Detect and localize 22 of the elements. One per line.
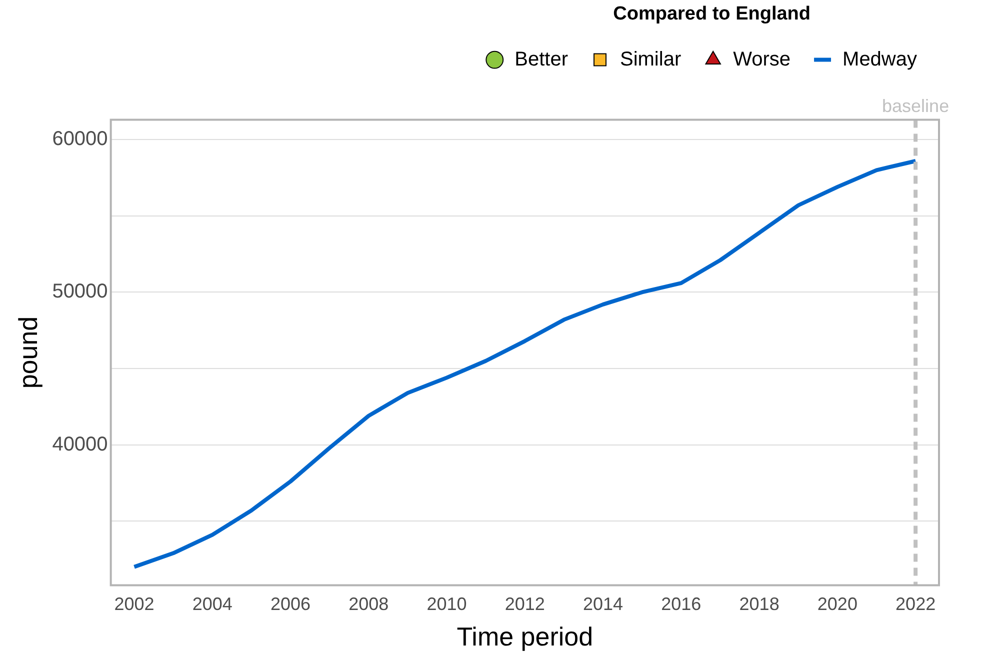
x-tick-label: 2012 [504,594,545,614]
y-axis-title: pound [12,316,43,389]
x-tick-label: 2020 [817,594,858,614]
x-tick-label: 2018 [739,594,780,614]
x-tick-label: 2004 [192,594,232,614]
legend-label: Worse [733,48,791,70]
legend-label: Better [514,48,568,70]
x-tick-label: 2022 [896,594,936,614]
x-tick-label: 2016 [661,594,702,614]
legend-label: Medway [842,48,918,70]
x-axis-title: Time period [456,622,594,652]
legend-label: Similar [620,48,682,70]
y-tick-label: 60000 [52,128,108,150]
x-tick-label: 2014 [583,594,624,614]
x-tick-label: 2002 [114,594,154,614]
ref-line-label: baseline [882,96,950,116]
legend-title: Compared to England [613,4,811,25]
x-tick-label: 2010 [426,594,467,614]
y-tick-label: 50000 [52,280,108,303]
x-tick-label: 2006 [270,594,311,614]
y-tick-label: 40000 [52,433,108,456]
x-tick-label: 2008 [348,594,389,614]
